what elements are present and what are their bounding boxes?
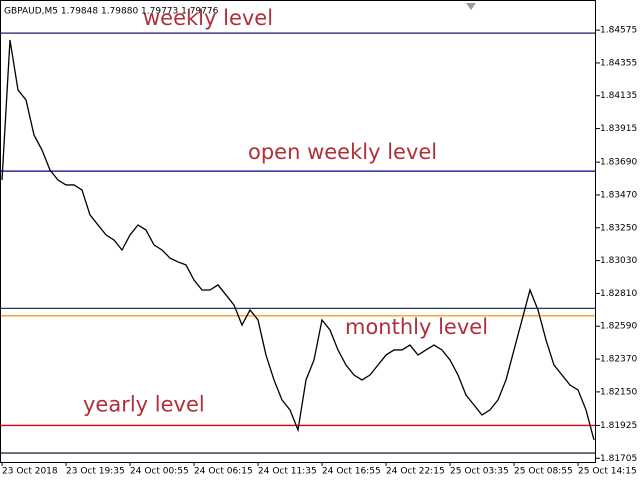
y-tick-label: 1.83915 xyxy=(600,124,637,134)
plot-frame xyxy=(0,0,596,463)
x-tick-label: 24 Oct 22:15 xyxy=(386,467,445,477)
x-tick-label: 25 Oct 14:15 xyxy=(578,467,637,477)
x-tick-label: 24 Oct 16:55 xyxy=(322,467,381,477)
y-tick-label: 1.81925 xyxy=(600,421,637,431)
x-tick-label: 25 Oct 03:35 xyxy=(450,467,509,477)
y-tick-label: 1.81705 xyxy=(600,454,637,464)
level-label: weekly level xyxy=(143,6,273,30)
x-tick-label: 24 Oct 11:35 xyxy=(258,467,317,477)
level-label: open weekly level xyxy=(248,140,437,164)
x-tick-label: 23 Oct 2018 xyxy=(2,467,58,477)
x-tick-label: 23 Oct 19:35 xyxy=(66,467,125,477)
level-label: monthly level xyxy=(345,315,488,339)
x-tick-label: 25 Oct 08:55 xyxy=(514,467,573,477)
y-tick-label: 1.82150 xyxy=(600,387,637,397)
price-line xyxy=(1,39,595,441)
y-tick-label: 1.83690 xyxy=(600,158,637,168)
level-label: yearly level xyxy=(83,392,205,416)
y-tick-label: 1.83250 xyxy=(600,223,637,233)
y-tick-label: 1.83470 xyxy=(600,190,637,200)
y-tick-label: 1.84135 xyxy=(600,91,637,101)
menu-icon[interactable] xyxy=(466,3,476,10)
y-tick-label: 1.82810 xyxy=(600,289,637,299)
y-tick-label: 1.84575 xyxy=(600,26,637,36)
y-tick-label: 1.82590 xyxy=(600,322,637,332)
x-tick-label: 24 Oct 06:15 xyxy=(194,467,253,477)
y-tick-label: 1.83030 xyxy=(600,256,637,266)
y-tick-label: 1.84355 xyxy=(600,58,637,68)
y-tick-label: 1.82370 xyxy=(600,355,637,365)
x-tick-label: 24 Oct 00:55 xyxy=(130,467,189,477)
chart-title: GBPAUD,M5 1.79848 1.79880 1.79773 1.7977… xyxy=(4,7,219,17)
